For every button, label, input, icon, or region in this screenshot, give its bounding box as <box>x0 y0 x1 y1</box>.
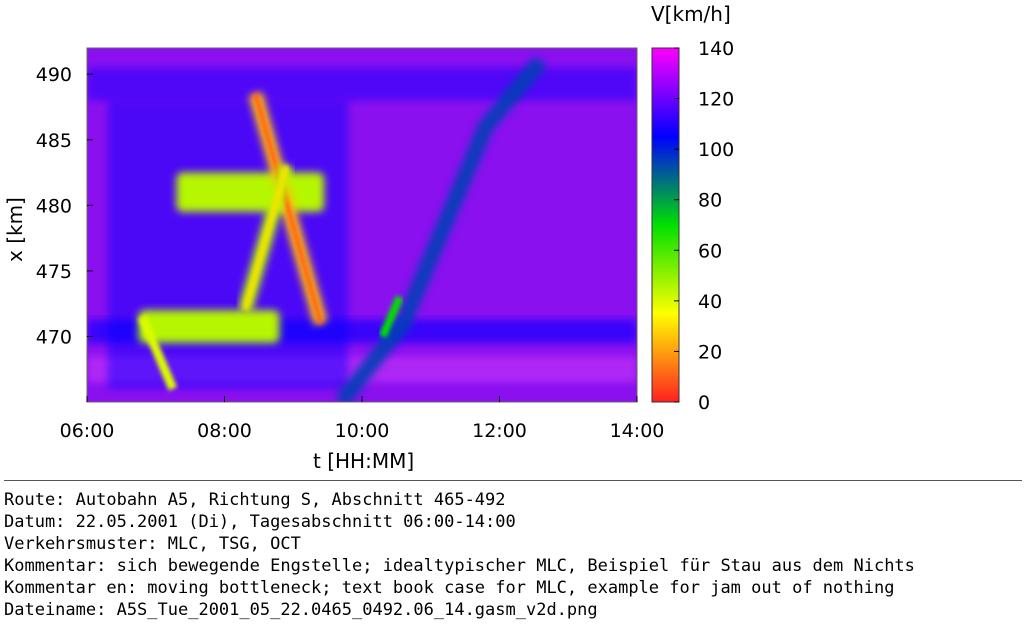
data-mark-jam <box>242 165 289 311</box>
x-axis-label: t [HH:MM] <box>313 449 415 473</box>
data-mark-congestion-region <box>176 172 325 212</box>
y-tick-label: 485 <box>36 130 72 152</box>
colorbar-tick-label: 60 <box>698 240 722 262</box>
data-mark-congestion-region <box>138 310 280 343</box>
colorbar <box>651 47 680 403</box>
info-kommentar-en: Kommentar en: moving bottleneck; text bo… <box>4 578 895 598</box>
y-tick-label: 480 <box>36 195 72 217</box>
heatmap-chart: 06:00 08:00 10:00 12:00 14:00 470 475 480 485 49… <box>36 38 735 442</box>
colorbar-tick-label: 100 <box>698 139 734 161</box>
y-tick-label: 475 <box>36 261 72 283</box>
colorbar-label: V[km/h] <box>651 2 731 26</box>
data-mark-bottleneck-core <box>378 295 404 339</box>
colorbar-tick-label: 40 <box>698 291 722 313</box>
x-tick-label: 10:00 <box>335 420 390 442</box>
x-tick-label: 12:00 <box>472 420 527 442</box>
info-verkehrsmuster: Verkehrsmuster: MLC, TSG, OCT <box>4 534 301 554</box>
band-490 <box>87 67 637 101</box>
info-dateiname: Dateiname: A5S_Tue_2001_05_22.0465_0492.… <box>4 600 598 620</box>
x-tick-label: 08:00 <box>197 420 252 442</box>
y-axis-label: x [km] <box>3 197 27 262</box>
x-tick-label: 06:00 <box>60 420 115 442</box>
data-mark-jam <box>253 93 324 325</box>
info-route: Route: Autobahn A5, Richtung S, Abschnit… <box>4 490 506 510</box>
colorbar-tick-label: 120 <box>698 89 734 111</box>
colorbar-tick-label: 0 <box>698 392 710 414</box>
info-kommentar: Kommentar: sich bewegende Engstelle; ide… <box>4 556 915 576</box>
colorbar-tick-label: 20 <box>698 341 722 363</box>
colorbar-tick-label: 140 <box>698 38 734 60</box>
band-mlc-area <box>107 100 349 389</box>
data-mark-moving-bottleneck <box>335 55 547 402</box>
x-tick-label: 14:00 <box>610 420 665 442</box>
colorbar-tick-label: 80 <box>698 190 722 212</box>
info-datum: Datum: 22.05.2001 (Di), Tagesabschnitt 0… <box>4 512 516 532</box>
separator-line <box>4 480 1022 481</box>
y-tick-label: 490 <box>36 64 72 86</box>
heatmap-area <box>87 48 637 402</box>
y-tick-label: 470 <box>36 326 72 348</box>
data-mark-jam <box>137 315 178 391</box>
